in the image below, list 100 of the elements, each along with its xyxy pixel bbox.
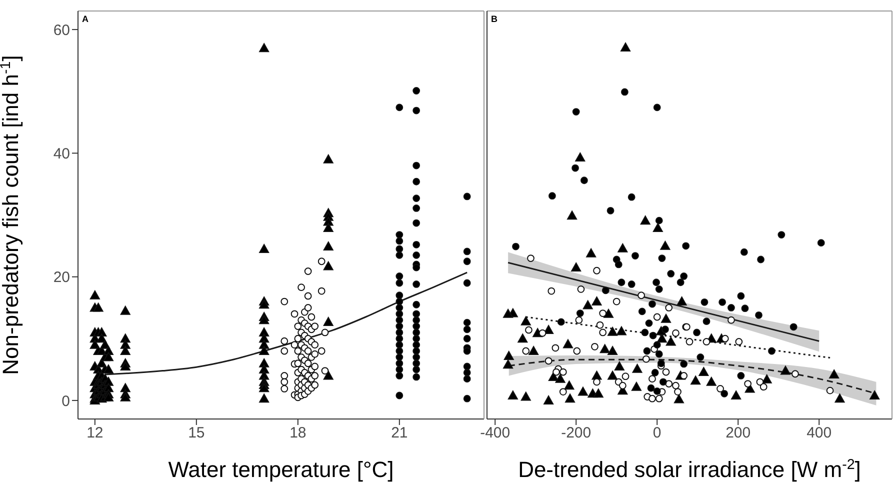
point: [638, 308, 646, 316]
point: [396, 245, 404, 253]
point: [721, 334, 729, 342]
point: [655, 350, 663, 358]
point: [396, 279, 404, 287]
point: [396, 322, 404, 330]
point: [575, 316, 583, 324]
point: [412, 347, 420, 355]
point: [686, 338, 694, 346]
point: [412, 310, 420, 318]
point: [702, 318, 710, 326]
y-tick-label: 20: [53, 269, 70, 286]
point: [527, 254, 534, 262]
point: [653, 104, 661, 112]
point: [680, 372, 688, 380]
point: [396, 231, 404, 238]
point: [412, 341, 420, 349]
point: [463, 347, 471, 355]
point: [552, 368, 560, 376]
point: [658, 254, 666, 262]
point: [552, 344, 560, 352]
point: [396, 328, 404, 336]
point: [593, 266, 600, 274]
point: [463, 279, 471, 287]
point: [463, 362, 471, 370]
x-tick-label: 12: [86, 424, 104, 442]
point: [649, 332, 657, 340]
point: [768, 347, 776, 355]
point: [412, 264, 420, 272]
point: [463, 394, 471, 402]
point: [463, 318, 471, 326]
point: [396, 104, 404, 112]
point: [737, 292, 745, 300]
point: [396, 316, 404, 324]
point: [744, 380, 752, 388]
point: [755, 311, 762, 319]
point: [655, 216, 663, 224]
point: [559, 368, 567, 376]
point: [680, 272, 688, 280]
point: [778, 231, 786, 238]
point: [548, 287, 556, 295]
point: [622, 372, 630, 380]
point: [651, 368, 659, 376]
point: [396, 272, 404, 280]
point: [674, 388, 682, 396]
x-tick-label: 0: [652, 424, 662, 442]
point: [396, 341, 404, 349]
point: [792, 370, 799, 378]
point: [696, 353, 704, 361]
point: [396, 366, 404, 374]
point: [716, 385, 724, 392]
point: [412, 322, 420, 330]
point: [572, 108, 580, 116]
point: [700, 298, 708, 306]
point: [817, 239, 825, 247]
point: [557, 318, 565, 326]
point: [621, 88, 628, 96]
x-tick-label: 15: [188, 424, 205, 442]
point: [396, 292, 404, 300]
point: [412, 194, 420, 202]
point: [463, 368, 471, 376]
point: [412, 219, 420, 227]
point: [653, 341, 661, 349]
point: [412, 366, 420, 374]
point: [648, 300, 656, 308]
point: [757, 256, 764, 264]
point: [396, 353, 404, 361]
point: [463, 375, 471, 383]
point: [680, 360, 688, 368]
point: [657, 360, 665, 368]
point: [662, 326, 669, 334]
point: [659, 378, 667, 386]
x-tick-label: -400: [480, 424, 510, 442]
point: [512, 242, 520, 250]
point: [412, 178, 420, 186]
point: [642, 355, 650, 363]
point: [653, 387, 661, 395]
point: [682, 242, 690, 250]
point: [544, 357, 552, 365]
point: [760, 383, 768, 391]
point: [559, 388, 567, 396]
point: [628, 193, 636, 201]
x-tick-label: 18: [290, 424, 306, 442]
point: [538, 329, 546, 337]
point: [396, 360, 404, 368]
point: [618, 278, 626, 286]
point: [522, 347, 530, 355]
point: [396, 372, 404, 380]
point: [606, 206, 614, 214]
point: [412, 360, 420, 368]
point: [412, 87, 420, 94]
point: [463, 192, 471, 200]
point: [628, 280, 636, 288]
annotation: B: [491, 14, 498, 24]
point: [662, 368, 670, 376]
point: [648, 375, 656, 383]
x-axis-title: De-trended solar irradiance [W m$^{-2}$]: [518, 457, 861, 482]
point: [702, 338, 710, 346]
point: [720, 390, 728, 398]
point: [593, 378, 600, 386]
